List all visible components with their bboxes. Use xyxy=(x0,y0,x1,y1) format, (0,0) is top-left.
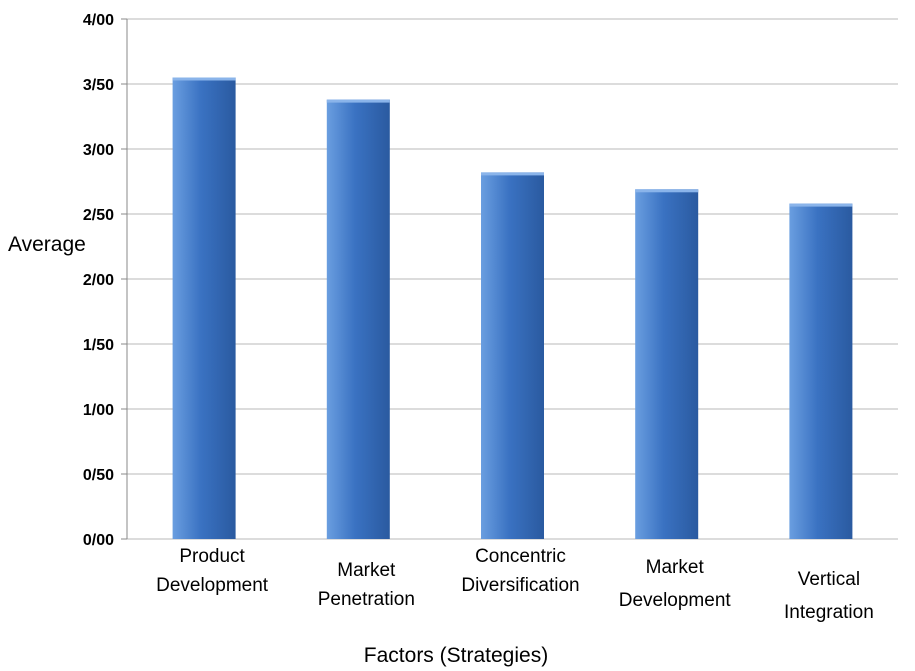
x-category-label: Diversification xyxy=(461,575,579,596)
bar xyxy=(172,77,236,539)
x-category-label: Penetration xyxy=(318,589,415,610)
y-tick-label: 1/00 xyxy=(83,402,114,419)
x-category-label: Integration xyxy=(784,602,874,623)
x-category-label: Development xyxy=(619,590,732,611)
x-axis-title: Factors (Strategies) xyxy=(364,644,548,667)
bar-top-highlight xyxy=(481,172,544,176)
bars xyxy=(172,77,853,540)
y-tick-label: 3/50 xyxy=(83,77,114,94)
y-tick-label: 1/50 xyxy=(83,337,114,354)
x-category-label: Market xyxy=(646,557,705,578)
bar xyxy=(481,172,544,539)
bar-top-highlight xyxy=(789,203,853,207)
y-tick-label: 2/00 xyxy=(83,272,114,289)
y-tick-label: 2/50 xyxy=(83,207,114,224)
x-category-label: Development xyxy=(156,575,269,596)
bar xyxy=(326,99,390,539)
bar-top-highlight xyxy=(172,77,236,81)
bar-top-highlight xyxy=(326,99,390,103)
y-tick-label: 3/00 xyxy=(83,142,114,159)
y-axis-ticks: 0/00 0/50 1/00 1/50 2/00 2/50 3/00 3/50 4/00 xyxy=(83,12,127,549)
bar xyxy=(789,203,853,539)
x-category-label: Vertical xyxy=(798,569,860,590)
y-axis-title: Average xyxy=(8,233,86,256)
y-tick-label: 4/00 xyxy=(83,12,114,29)
bar-top-highlight xyxy=(635,189,699,193)
x-category-label: Concentric xyxy=(475,546,566,567)
x-category-label: Product xyxy=(179,546,245,567)
bar xyxy=(635,189,699,540)
y-tick-label: 0/50 xyxy=(83,467,114,484)
x-category-label: Market xyxy=(337,560,396,581)
y-tick-label: 0/00 xyxy=(83,532,114,549)
x-axis-categories: Product Development Market Penetration Conce… xyxy=(156,546,874,623)
